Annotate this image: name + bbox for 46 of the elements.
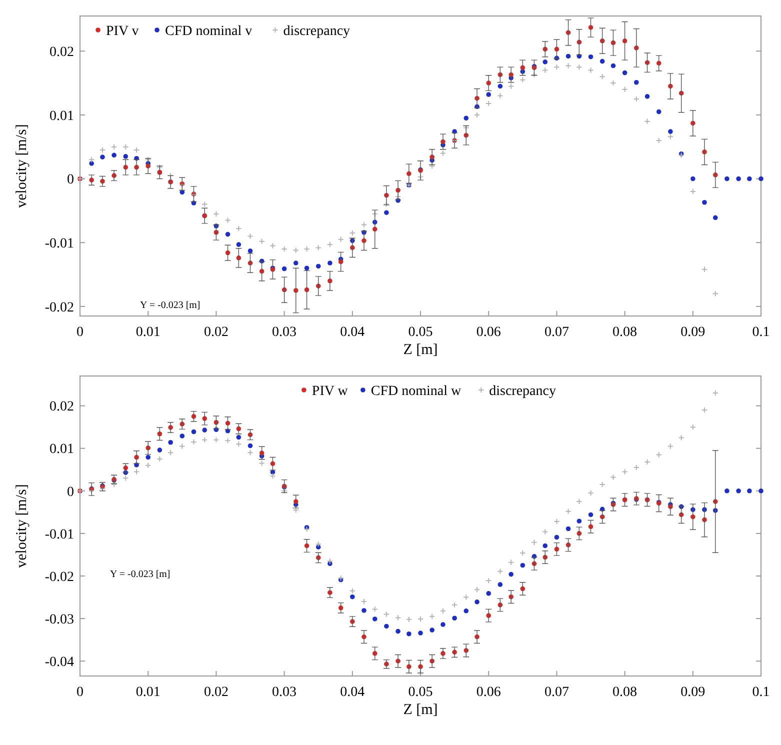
x-axis-title: Z [m]: [403, 702, 438, 718]
y-tick-label: -0.03: [44, 612, 74, 628]
legend-label: discrepancy: [489, 384, 556, 399]
x-tick-label: 0.05: [408, 325, 433, 340]
x-tick-label: 0: [76, 325, 84, 340]
x-tick-label: 0.1: [752, 685, 770, 700]
x-tick-label: 0.04: [340, 685, 365, 700]
x-tick-label: 0: [76, 685, 84, 700]
x-tick-label: 0.09: [680, 325, 706, 340]
x-tick-label: 0.09: [680, 685, 706, 700]
y-tick-label: -0.02: [44, 570, 74, 585]
legend-label: discrepancy: [283, 24, 350, 39]
x-tick-label: 0.01: [136, 685, 160, 700]
x-tick-label: 0.06: [476, 685, 501, 700]
legend-label: PIV w: [312, 384, 349, 399]
annotation: Y = -0.023 [m]: [140, 300, 200, 311]
x-tick-label: 0.02: [204, 325, 228, 340]
x-tick-label: 0.03: [272, 685, 297, 700]
y-tick-label: 0: [67, 172, 74, 188]
y-tick-label: 0.02: [50, 400, 74, 415]
y-tick-label: -0.04: [44, 655, 74, 670]
y-axis-title: velocity [m/s]: [14, 124, 30, 208]
y-tick-label: 0: [67, 484, 74, 500]
legend-label: CFD nominal v: [165, 24, 252, 39]
x-tick-label: 0.04: [340, 325, 365, 340]
x-tick-label: 0.03: [272, 325, 297, 340]
y-tick-label: -0.02: [44, 300, 74, 316]
x-axis-title: Z [m]: [403, 342, 438, 358]
legend-label: CFD nominal w: [370, 384, 462, 399]
legend-label: PIV v: [106, 24, 139, 39]
y-tick-label: 0.01: [50, 442, 74, 458]
y-axis-title: velocity [m/s]: [14, 484, 30, 568]
y-tick-label: 0.02: [50, 45, 74, 60]
annotation: Y = -0.023 [m]: [110, 569, 170, 580]
x-tick-label: 0.08: [612, 685, 638, 700]
y-tick-label: -0.01: [44, 236, 74, 252]
x-tick-label: 0.05: [408, 685, 433, 700]
x-tick-label: 0.01: [136, 325, 160, 340]
x-tick-label: 0.02: [204, 685, 228, 700]
x-tick-label: 0.06: [476, 325, 501, 340]
x-tick-label: 0.07: [544, 325, 569, 340]
x-tick-label: 0.08: [612, 325, 638, 340]
y-tick-label: 0.01: [50, 108, 74, 124]
x-tick-label: 0.1: [752, 325, 770, 340]
y-tick-label: -0.01: [44, 527, 74, 542]
x-tick-label: 0.07: [544, 685, 569, 700]
